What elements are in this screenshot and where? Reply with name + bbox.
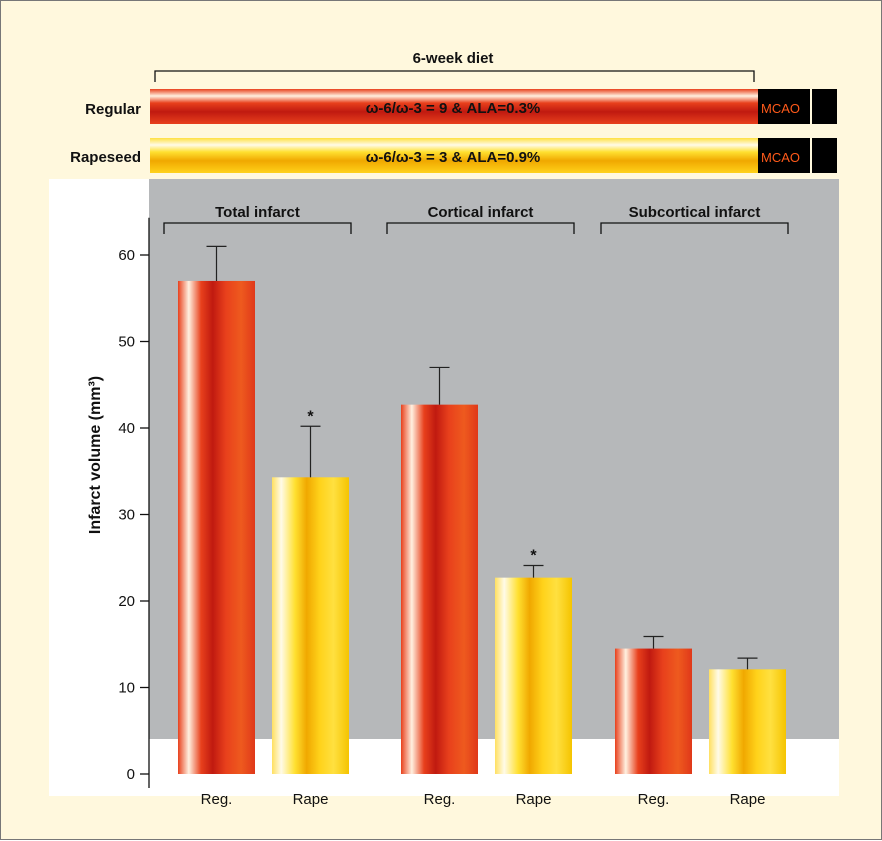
group-label: Total infarct <box>215 204 300 221</box>
y-axis-label: Infarct volume (mm³) <box>87 376 104 534</box>
rapeseed-formula: ω-6/ω-3 = 3 & ALA=0.9% <box>366 149 541 166</box>
y-label-strip <box>49 179 149 739</box>
y-tick-label: 10 <box>118 680 135 697</box>
x-tick-label: Reg. <box>638 791 670 808</box>
rapeseed-row-label: Rapeseed <box>70 149 141 166</box>
regular-mcao-box <box>758 89 810 124</box>
y-tick-label: 50 <box>118 334 135 351</box>
group-label: Subcortical infarct <box>629 204 761 221</box>
bar-group: Reg. * Rape <box>178 245 349 808</box>
y-tick-label: 0 <box>127 766 135 783</box>
group-labels-layer: Total infarct Cortical infarct Subcortical… <box>163 204 789 234</box>
bar <box>272 477 349 774</box>
group-label: Cortical infarct <box>428 204 534 221</box>
bar <box>615 648 692 774</box>
y-axis: 0 10 20 30 40 50 60 <box>118 217 150 788</box>
rapeseed-mcao-label: MCAO <box>761 150 800 165</box>
x-tick-label: Rape <box>516 791 552 808</box>
bar <box>709 669 786 774</box>
significance-marker: * <box>530 548 537 565</box>
bar-group: Reg. Rape <box>615 635 786 808</box>
rapeseed-diet-bar <box>150 138 758 173</box>
group-bracket <box>163 222 352 234</box>
rapeseed-mcao-box <box>758 138 810 173</box>
x-tick-label: Reg. <box>201 791 233 808</box>
y-tick-label: 60 <box>118 247 135 264</box>
y-tick-label: 30 <box>118 507 135 524</box>
diet-label: 6-week diet <box>413 50 494 67</box>
x-tick-label: Reg. <box>424 791 456 808</box>
bar <box>178 280 255 774</box>
rapeseed-end-box <box>812 138 837 173</box>
regular-row-label: Regular <box>85 101 141 118</box>
regular-diet-bar <box>150 89 758 124</box>
bar <box>495 577 572 774</box>
regular-end-box <box>812 89 837 124</box>
x-tick-label: Rape <box>293 791 329 808</box>
y-tick-label: 20 <box>118 593 135 610</box>
y-tick-label: 40 <box>118 420 135 437</box>
bars-layer: Reg. * Rape Reg. * Rape Reg. Rape <box>178 245 786 808</box>
regular-formula: ω-6/ω-3 = 9 & ALA=0.3% <box>366 100 541 117</box>
group-bracket <box>386 222 575 234</box>
bar <box>401 404 478 774</box>
regular-mcao-label: MCAO <box>761 101 800 116</box>
group-bracket <box>600 222 789 234</box>
plot-area <box>149 179 839 739</box>
bar-group: Reg. * Rape <box>401 366 572 808</box>
diet-bracket <box>154 70 755 82</box>
significance-marker: * <box>307 408 314 425</box>
x-tick-label: Rape <box>730 791 766 808</box>
